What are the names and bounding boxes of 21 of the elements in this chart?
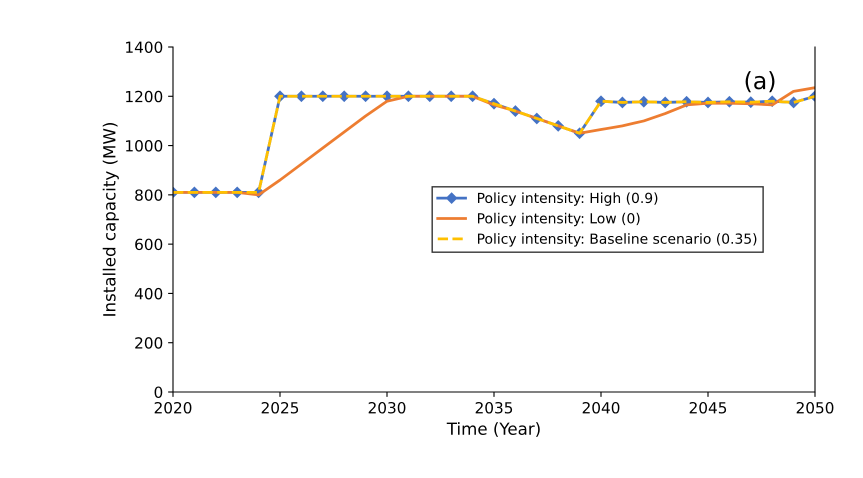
y-tick-label: 1200: [126, 90, 162, 102]
x-axis-title: Time (Year): [446, 422, 540, 437]
y-tick-label: 800: [135, 189, 162, 201]
legend-label: Policy intensity: Low (0): [478, 212, 640, 226]
x-tick-label: 2030: [368, 402, 406, 414]
y-tick-label: 1000: [126, 140, 162, 152]
y-tick-label: 400: [134, 288, 162, 300]
x-tick-label: 2025: [262, 402, 298, 414]
y-axis-title: Installed capacity (MW): [102, 123, 119, 316]
x-tick-label: 2045: [690, 402, 726, 414]
legend-label: Policy intensity: Baseline scenario (0.35): [478, 233, 756, 247]
annotation: (a): [746, 71, 774, 92]
y-tick-label: 200: [135, 337, 162, 349]
legend-label: Policy intensity: High (0.9): [478, 192, 658, 206]
x-tick-label: 2020: [154, 402, 192, 414]
x-tick-label: 2050: [796, 402, 834, 414]
x-tick-label: 2035: [476, 402, 512, 414]
y-tick-label: 600: [135, 238, 162, 250]
x-tick-label: 2040: [582, 402, 620, 414]
y-tick-label: 0: [154, 386, 162, 398]
y-tick-label: 1400: [126, 41, 162, 54]
